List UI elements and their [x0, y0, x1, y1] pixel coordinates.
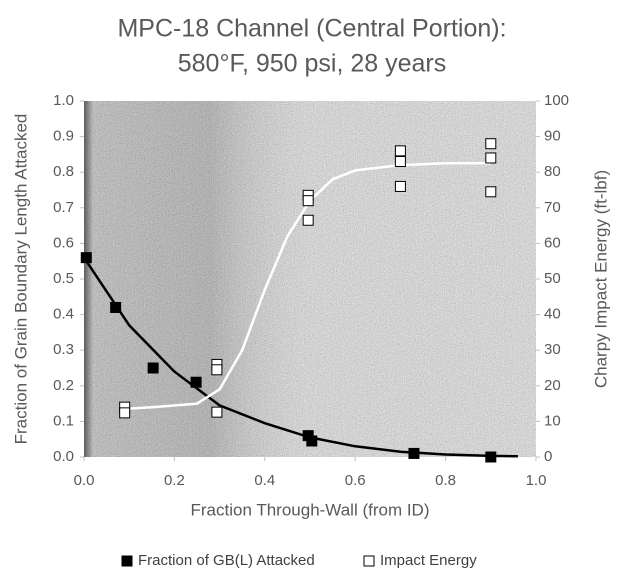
y2-tick-label: 10	[544, 412, 561, 429]
marker	[302, 214, 314, 226]
y-tick-label: 0.8	[53, 163, 74, 180]
marker	[190, 376, 202, 388]
y2-tick-label: 80	[544, 163, 561, 180]
y2-tick-label: 0	[544, 448, 552, 465]
marker	[394, 156, 406, 168]
y2-tick-label: 70	[544, 199, 561, 216]
chart-title: MPC-18 Channel (Central Portion):	[117, 15, 506, 43]
legend-label: Impact Energy	[380, 552, 477, 569]
x-tick-label: 0.6	[345, 472, 366, 489]
y-tick-label: 0.2	[53, 377, 74, 394]
legend-marker	[121, 555, 133, 567]
x-tick-label: 1.0	[526, 472, 547, 489]
chart-subtitle: 580°F, 950 psi, 28 years	[178, 50, 447, 78]
x-tick-label: 0.8	[435, 472, 456, 489]
y2-tick-label: 100	[544, 92, 569, 109]
y2-tick-label: 20	[544, 377, 561, 394]
legend-label: Fraction of GB(L) Attacked	[138, 552, 315, 569]
y-tick-label: 0.9	[53, 128, 74, 145]
y2-tick-label: 60	[544, 234, 561, 251]
y-tick-label: 0.7	[53, 199, 74, 216]
legend-marker	[363, 555, 375, 567]
marker	[408, 447, 420, 459]
marker	[394, 180, 406, 192]
y-tick-label: 0.6	[53, 234, 74, 251]
marker	[485, 186, 497, 198]
marker	[302, 195, 314, 207]
marker	[485, 138, 497, 150]
y2-axis-title: Charpy Impact Energy (ft-lbf)	[591, 170, 610, 388]
y2-tick-label: 40	[544, 306, 561, 323]
marker	[147, 362, 159, 374]
plot-shading	[84, 101, 536, 457]
marker	[119, 407, 131, 419]
y-tick-label: 0.0	[53, 448, 74, 465]
marker	[211, 364, 223, 376]
x-tick-label: 0.0	[74, 472, 95, 489]
marker	[211, 406, 223, 418]
x-tick-label: 0.4	[254, 472, 275, 489]
marker	[110, 301, 122, 313]
marker	[485, 451, 497, 463]
y-tick-label: 0.3	[53, 341, 74, 358]
y-axis-title: Fraction of Grain Boundary Length Attack…	[11, 114, 30, 445]
x-axis-title: Fraction Through-Wall (from ID)	[191, 500, 430, 519]
y2-tick-label: 30	[544, 341, 561, 358]
x-tick-label: 0.2	[164, 472, 185, 489]
marker	[80, 252, 92, 264]
marker	[394, 145, 406, 157]
marker	[485, 152, 497, 164]
y-tick-label: 1.0	[53, 92, 74, 109]
y-tick-label: 0.4	[53, 306, 74, 323]
y2-tick-label: 50	[544, 270, 561, 287]
y-tick-label: 0.5	[53, 270, 74, 287]
y-tick-label: 0.1	[53, 412, 74, 429]
y2-tick-label: 90	[544, 128, 561, 145]
marker	[306, 435, 318, 447]
